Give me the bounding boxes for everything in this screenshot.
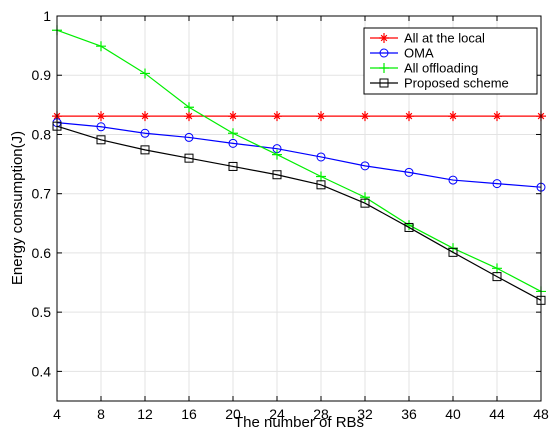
data-point — [96, 111, 106, 122]
x-tick-label: 16 — [181, 406, 197, 422]
data-point — [492, 111, 502, 122]
legend-item: OMA — [370, 46, 434, 61]
y-tick-label: 1 — [43, 8, 51, 24]
x-tick-label: 44 — [489, 406, 505, 422]
data-point — [360, 111, 370, 122]
data-point — [228, 138, 238, 148]
x-tick-label: 20 — [225, 406, 241, 422]
data-point — [140, 128, 150, 138]
data-point — [96, 135, 106, 145]
series-2 — [52, 25, 546, 297]
data-point — [360, 161, 370, 171]
data-point — [140, 111, 150, 122]
data-point — [272, 111, 282, 122]
data-point — [184, 111, 194, 122]
y-axis-title: Energy consumption(J) — [9, 131, 26, 285]
data-point — [404, 167, 414, 177]
series-layer — [52, 25, 546, 305]
legend-marker — [379, 78, 389, 88]
x-tick-label: 40 — [445, 406, 461, 422]
y-tick-label: 0.6 — [32, 245, 52, 261]
series-line — [56, 125, 542, 301]
data-point — [404, 111, 414, 122]
data-point — [184, 132, 194, 142]
data-point — [492, 179, 502, 189]
data-point — [228, 111, 238, 122]
tick-labels: 4 8 12 16 20 24 28 32 36 40 44 480.40.50.60.70.80.9… — [32, 8, 549, 422]
y-tick-label: 0.7 — [32, 186, 52, 202]
data-point — [448, 247, 458, 257]
data-point — [492, 272, 502, 282]
plot-frame — [56, 15, 542, 402]
data-point — [316, 111, 326, 122]
legend-marker — [379, 63, 389, 73]
y-tick-label: 0.4 — [32, 363, 52, 379]
x-axis-title: The number of RBs — [234, 414, 364, 431]
data-point — [96, 122, 106, 132]
data-point — [228, 128, 238, 139]
y-tick-label: 0.5 — [32, 304, 52, 320]
ticks — [56, 15, 542, 401]
legend-label: OMA — [404, 46, 434, 61]
x-tick-label: 48 — [533, 406, 549, 422]
data-point — [140, 145, 150, 155]
x-tick-label: 28 — [313, 406, 329, 422]
data-point — [404, 222, 414, 232]
y-tick-label: 0.9 — [32, 67, 52, 83]
data-point — [140, 68, 150, 79]
x-tick-label: 12 — [137, 406, 153, 422]
data-point — [492, 263, 502, 274]
series-line — [56, 122, 542, 188]
data-point — [272, 170, 282, 180]
x-tick-label: 4 — [53, 406, 61, 422]
data-point — [184, 102, 194, 113]
data-point — [228, 161, 238, 171]
series-3 — [52, 121, 546, 305]
legend-label: All offloading — [404, 61, 478, 76]
series-line — [56, 29, 542, 292]
legend-label: All at the local — [404, 31, 485, 46]
data-point — [316, 152, 326, 162]
data-point — [316, 180, 326, 190]
legend-marker — [379, 33, 389, 43]
y-tick-label: 0.8 — [32, 126, 52, 142]
data-point — [184, 153, 194, 163]
data-point — [272, 149, 282, 160]
data-point — [360, 192, 370, 203]
x-tick-label: 32 — [357, 406, 373, 422]
legend-item: Proposed scheme — [370, 76, 509, 91]
data-point — [96, 41, 106, 52]
legend-label: Proposed scheme — [404, 76, 509, 91]
data-point — [448, 111, 458, 122]
data-point — [448, 175, 458, 185]
x-tick-label: 8 — [97, 406, 105, 422]
x-tick-label: 36 — [401, 406, 417, 422]
legend-item: All offloading — [370, 61, 478, 76]
legend-item: All at the local — [370, 31, 485, 46]
legend-marker — [379, 48, 389, 58]
data-point — [316, 171, 326, 182]
x-tick-label: 24 — [269, 406, 285, 422]
data-point — [360, 198, 370, 208]
